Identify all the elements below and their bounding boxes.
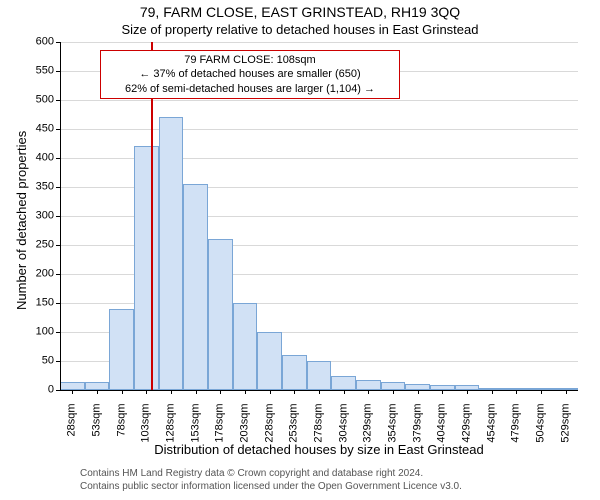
footnote-line-2: Contains public sector information licen… <box>80 481 462 492</box>
x-tick-label: 153sqm <box>190 404 201 443</box>
footnote-line-1: Contains HM Land Registry data © Crown c… <box>80 468 423 479</box>
histogram-bar <box>233 303 258 390</box>
x-tick-label: 28sqm <box>67 404 78 437</box>
histogram-bar <box>282 355 307 390</box>
y-axis-line <box>60 42 61 390</box>
page-title: 79, FARM CLOSE, EAST GRINSTEAD, RH19 3QQ <box>0 4 600 20</box>
x-tick-label: 228sqm <box>264 404 275 443</box>
x-tick-label: 379sqm <box>412 404 423 443</box>
histogram-bar <box>307 361 332 390</box>
histogram-bar <box>85 382 110 390</box>
gridline <box>60 129 578 130</box>
x-axis-line <box>60 390 578 391</box>
histogram-bar <box>109 309 134 390</box>
gridline <box>60 42 578 43</box>
x-tick-label: 203sqm <box>240 404 251 443</box>
y-tick-label: 150 <box>24 298 54 309</box>
histogram-bar <box>134 146 159 390</box>
x-tick-label: 354sqm <box>388 404 399 443</box>
annotation-box: 79 FARM CLOSE: 108sqm← 37% of detached h… <box>100 50 400 99</box>
annotation-line-3: 62% of semi-detached houses are larger (… <box>107 82 393 96</box>
y-tick-label: 450 <box>24 124 54 135</box>
y-tick-label: 600 <box>24 37 54 48</box>
annotation-line-1: 79 FARM CLOSE: 108sqm <box>107 53 393 67</box>
y-tick-label: 300 <box>24 211 54 222</box>
histogram-bar <box>208 239 233 390</box>
x-tick-label: 529sqm <box>560 404 571 443</box>
y-tick-label: 200 <box>24 269 54 280</box>
histogram-bar <box>183 184 208 390</box>
y-tick-label: 350 <box>24 182 54 193</box>
x-tick-label: 78sqm <box>116 404 127 437</box>
histogram-bar <box>331 376 356 391</box>
x-tick-label: 178sqm <box>215 404 226 443</box>
x-tick-label: 278sqm <box>314 404 325 443</box>
gridline <box>60 100 578 101</box>
y-tick-label: 500 <box>24 95 54 106</box>
annotation-line-2: ← 37% of detached houses are smaller (65… <box>107 67 393 81</box>
x-tick-label: 329sqm <box>363 404 374 443</box>
y-tick-label: 100 <box>24 327 54 338</box>
x-tick-label: 479sqm <box>511 404 522 443</box>
y-tick-label: 50 <box>24 356 54 367</box>
page-subtitle: Size of property relative to detached ho… <box>0 22 600 37</box>
y-tick-label: 550 <box>24 66 54 77</box>
y-tick-label: 400 <box>24 153 54 164</box>
x-tick-label: 429sqm <box>462 404 473 443</box>
x-axis-label: Distribution of detached houses by size … <box>60 442 578 457</box>
y-tick-label: 0 <box>24 385 54 396</box>
x-tick-label: 253sqm <box>289 404 300 443</box>
x-tick-label: 53sqm <box>92 404 103 437</box>
x-tick-label: 304sqm <box>338 404 349 443</box>
x-tick-label: 504sqm <box>536 404 547 443</box>
y-tick-label: 250 <box>24 240 54 251</box>
x-tick-label: 404sqm <box>437 404 448 443</box>
histogram-bar <box>356 380 381 390</box>
x-tick-label: 454sqm <box>486 404 497 443</box>
histogram-bar <box>381 382 406 390</box>
histogram-bar <box>257 332 282 390</box>
histogram-bar <box>60 382 85 390</box>
chart-container: 79, FARM CLOSE, EAST GRINSTEAD, RH19 3QQ… <box>0 0 600 500</box>
x-tick-label: 103sqm <box>141 404 152 443</box>
x-tick-label: 128sqm <box>166 404 177 443</box>
histogram-bar <box>159 117 184 390</box>
